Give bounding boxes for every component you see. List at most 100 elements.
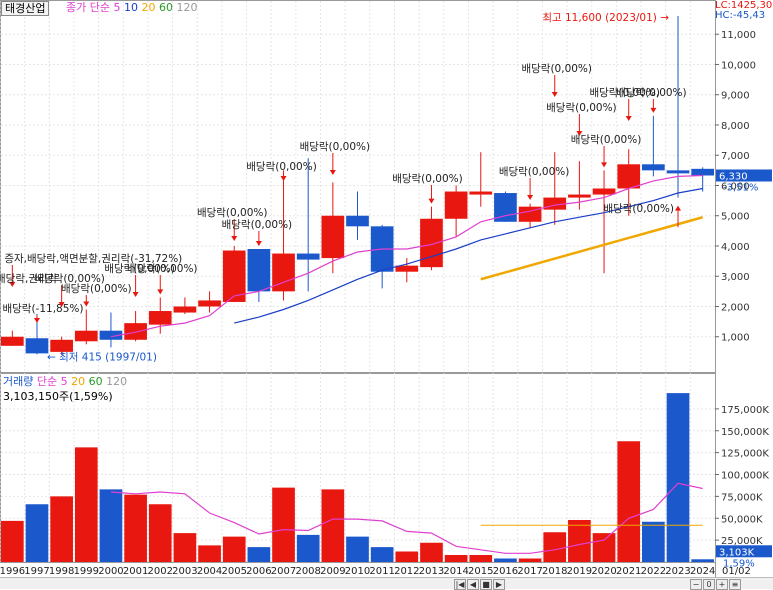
legend-ma10: 10 bbox=[124, 1, 138, 14]
axes: 1,000 2,000 3,000 4,000 5,000 6,000 7,000 8,000… bbox=[0, 30, 772, 577]
volume-bar bbox=[321, 489, 345, 562]
event-arrowhead bbox=[527, 195, 534, 200]
settings-icon[interactable]: ≡ bbox=[729, 579, 741, 590]
year-label: 2002 bbox=[148, 566, 173, 577]
price-tick-label: 10,000 bbox=[721, 60, 756, 71]
volume-bar bbox=[272, 487, 295, 562]
volume-bar bbox=[370, 547, 394, 562]
zoom-in-icon[interactable]: + bbox=[716, 579, 728, 590]
volume-legend: 거래량 단순 5 20 60 120 bbox=[3, 375, 127, 389]
event-arrowhead bbox=[83, 301, 90, 307]
scroll-next-icon[interactable]: ▶ bbox=[493, 579, 505, 590]
candle-body bbox=[173, 306, 197, 313]
volume-bar bbox=[346, 536, 369, 562]
event-label: 배당락(-11,85%) bbox=[2, 303, 83, 315]
volume-bar bbox=[124, 494, 147, 562]
ma5-line bbox=[110, 174, 703, 338]
event-arrowhead bbox=[576, 131, 583, 136]
event-arrowhead bbox=[428, 198, 435, 204]
scroll-first-icon[interactable]: |◀ bbox=[454, 579, 466, 590]
event-arrowhead bbox=[329, 170, 336, 175]
scroll-prev-icon[interactable]: ◀ bbox=[467, 579, 479, 590]
year-label: 2001 bbox=[123, 566, 148, 577]
event-label: 배당락(0,00%) bbox=[197, 207, 268, 219]
hc-value: HC:-45,43 bbox=[715, 10, 766, 21]
event-label: 배당락,권리락 bbox=[0, 273, 58, 285]
zoom-reset-icon[interactable]: 0 bbox=[703, 579, 715, 590]
candle-body bbox=[691, 168, 715, 176]
stop-icon[interactable]: ■ bbox=[480, 579, 492, 590]
year-label: 2018 bbox=[542, 566, 567, 577]
event-arrowhead bbox=[255, 241, 262, 247]
candle-body bbox=[74, 330, 98, 342]
event-arrowhead bbox=[280, 176, 287, 181]
year-label: 2006 bbox=[246, 566, 271, 577]
candle-body bbox=[148, 311, 172, 325]
year-label: 2009 bbox=[320, 566, 345, 577]
current-volume-label: 3,103K bbox=[719, 547, 755, 558]
volume-bar bbox=[296, 534, 320, 562]
current-volume-box bbox=[716, 545, 772, 558]
candle-body bbox=[321, 215, 345, 259]
volume-tick-label: 50,000K bbox=[721, 514, 763, 525]
year-label: 2022 bbox=[641, 566, 666, 577]
year-label: 2011 bbox=[369, 566, 394, 577]
price-legend: 종가 단순 5 10 20 60 120 bbox=[66, 1, 198, 15]
volume-bar bbox=[222, 536, 246, 562]
volume-tick-label: 75,000K bbox=[721, 492, 763, 503]
volume-value: 3,103,150주(1,59%) bbox=[3, 390, 113, 403]
event-label: 배당락(0,00%) bbox=[34, 273, 105, 285]
event-arrowhead bbox=[33, 318, 40, 323]
candle-body bbox=[469, 191, 493, 195]
volume-bar bbox=[518, 558, 542, 562]
event-label: 배당락(0,00%) bbox=[571, 134, 642, 146]
event-label: 배당락(0,00%) bbox=[392, 173, 463, 185]
volume-tick-label: 175,000K bbox=[721, 405, 769, 416]
candle-body bbox=[272, 253, 295, 292]
year-label: 2010 bbox=[345, 566, 370, 577]
legend-ma5: 5 bbox=[113, 1, 121, 14]
candle-body bbox=[296, 253, 320, 260]
event-label: 배당락(0,00%) bbox=[499, 166, 570, 178]
event-arrowhead bbox=[625, 116, 632, 121]
candle-body bbox=[642, 164, 665, 171]
event-arrowhead bbox=[601, 162, 608, 168]
candle-body bbox=[346, 215, 369, 227]
year-label: 1999 bbox=[74, 566, 99, 577]
year-label: 2005 bbox=[221, 566, 246, 577]
volume-bar bbox=[198, 545, 221, 562]
price-tick-label: 7,000 bbox=[721, 151, 750, 162]
event-arrowhead bbox=[58, 302, 65, 307]
volume-ma5-line bbox=[110, 482, 703, 554]
event-label: 배당락(0,00%) bbox=[222, 219, 293, 231]
event-label: 배당락(0,00%) bbox=[603, 203, 674, 215]
volume-tick-label: 150,000K bbox=[721, 427, 769, 438]
year-label: 2017 bbox=[517, 566, 542, 577]
event-label: 배당락(0,00%) bbox=[300, 141, 371, 153]
year-label: 2004 bbox=[197, 566, 222, 577]
volume-bar bbox=[666, 393, 690, 562]
legend-ma120: 120 bbox=[176, 1, 198, 14]
volume-tick-label: 100,000K bbox=[721, 471, 769, 482]
volume-bar bbox=[568, 520, 591, 562]
candle-body bbox=[222, 250, 246, 302]
volume-pane bbox=[0, 393, 715, 562]
event-label: 배당락(0,00%) bbox=[246, 161, 317, 173]
candle-body bbox=[0, 336, 24, 346]
company-title[interactable]: 태경산업 bbox=[1, 1, 50, 16]
price-tick-label: 5,000 bbox=[721, 212, 750, 223]
footer-date: 01/02 bbox=[722, 566, 751, 577]
candle-body bbox=[124, 323, 147, 340]
price-tick-label: 1,000 bbox=[721, 333, 750, 344]
candle-body bbox=[666, 170, 690, 174]
event-arrowhead bbox=[157, 289, 164, 295]
zoom-out-icon[interactable]: − bbox=[690, 579, 702, 590]
candle-body bbox=[444, 191, 468, 219]
price-tick-label: 8,000 bbox=[721, 121, 750, 132]
event-arrowhead bbox=[675, 205, 682, 211]
price-frame bbox=[0, 0, 716, 373]
event-label: 배당락(0,00%) bbox=[104, 263, 175, 275]
year-label: 1996 bbox=[0, 566, 25, 577]
price-tick-label: 2,000 bbox=[721, 302, 750, 313]
volume-bar bbox=[173, 533, 197, 562]
